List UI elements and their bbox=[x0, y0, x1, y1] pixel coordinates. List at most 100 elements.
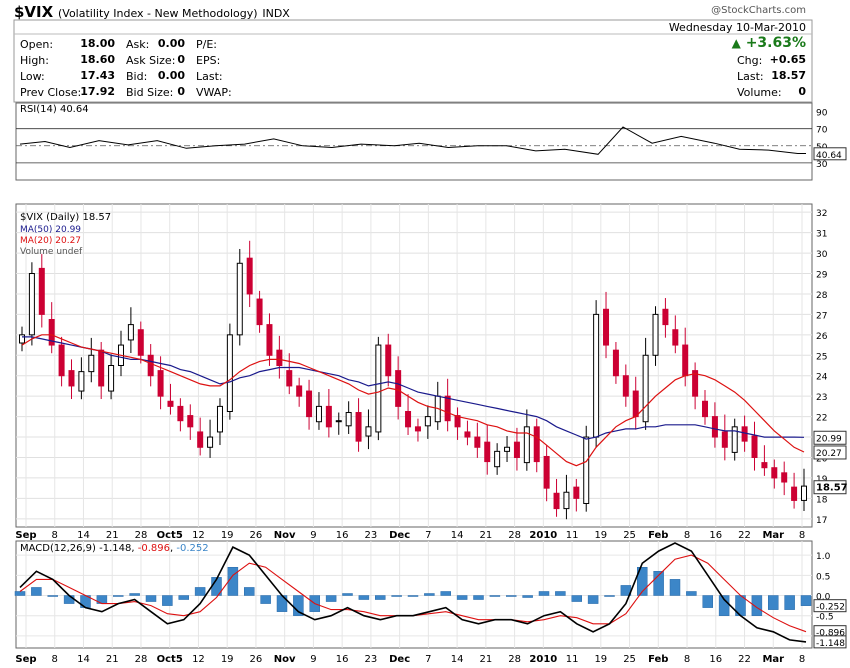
ask-value: 0.00 bbox=[157, 37, 185, 50]
macd-histogram-bar bbox=[686, 591, 697, 596]
candle-body bbox=[216, 405, 223, 433]
price-x-label: Oct5 bbox=[157, 530, 183, 541]
macd-histogram-bar bbox=[718, 595, 730, 616]
quote-box bbox=[13, 19, 813, 103]
candle-body bbox=[533, 426, 540, 463]
price-tick-label: 23 bbox=[816, 393, 827, 403]
price-tick-label: 24 bbox=[816, 373, 828, 383]
candle-body bbox=[702, 400, 709, 418]
macd-histogram-bar bbox=[637, 566, 648, 596]
macd-tick-label: 0.0 bbox=[816, 593, 831, 603]
chart-title: $VIX (Volatility Index - New Methodology… bbox=[14, 3, 290, 21]
price-tick-label: 17 bbox=[816, 516, 827, 526]
macd-x-label: 16 bbox=[709, 654, 722, 665]
macd-x-label: 14 bbox=[77, 654, 90, 665]
macd-x-label: 14 bbox=[451, 654, 464, 665]
candle-body bbox=[157, 370, 164, 397]
price-x-label: 7 bbox=[425, 530, 431, 541]
candle-body bbox=[731, 426, 738, 453]
candle-body bbox=[226, 334, 233, 412]
bid-size-label: Bid Size: bbox=[126, 86, 174, 99]
candle-body bbox=[167, 400, 174, 407]
candle-body bbox=[88, 354, 95, 373]
price-tick-label: 31 bbox=[816, 230, 827, 240]
macd-histogram-bar bbox=[538, 591, 550, 596]
rsi-value-label: 40.64 bbox=[816, 151, 842, 161]
candle-body bbox=[563, 491, 570, 510]
macd-x-label: 19 bbox=[594, 654, 607, 665]
macd-histogram-bar bbox=[440, 591, 451, 596]
brand-logo[interactable]: @StockCharts.com bbox=[711, 5, 806, 16]
macd-value-box bbox=[813, 599, 847, 613]
vwap-label: VWAP: bbox=[196, 86, 232, 99]
macd-histogram-bar bbox=[14, 591, 26, 596]
candle-body bbox=[464, 431, 471, 438]
price-x-label: Nov bbox=[274, 530, 296, 541]
macd-histogram-bar bbox=[653, 571, 664, 596]
price-tick-label: 30 bbox=[816, 250, 828, 260]
macd-x-label: 21 bbox=[106, 654, 119, 665]
macd-histogram-bar bbox=[113, 595, 124, 597]
price-panel-frame bbox=[15, 203, 813, 528]
macd-histogram-bar bbox=[325, 595, 337, 602]
macd-histogram-bar bbox=[129, 593, 140, 596]
candle-body bbox=[523, 426, 530, 464]
price-tick-label: 26 bbox=[816, 332, 828, 342]
ask-size-value: 0 bbox=[177, 53, 185, 66]
candle-body bbox=[296, 385, 303, 397]
price-x-label: 21 bbox=[106, 530, 119, 541]
macd-histogram-bar bbox=[260, 595, 271, 604]
candle-body bbox=[28, 273, 35, 336]
macd-x-label: Feb bbox=[648, 654, 668, 665]
rsi-title: RSI(14) 40.64 bbox=[20, 104, 89, 115]
candle-body bbox=[504, 446, 511, 452]
candle-body bbox=[276, 349, 283, 367]
price-value-box bbox=[813, 430, 847, 445]
candle-body bbox=[48, 319, 55, 346]
candle-body bbox=[513, 441, 520, 458]
candle-body bbox=[711, 416, 718, 438]
ask-label: Ask: bbox=[126, 38, 150, 51]
macd-histogram-bar bbox=[424, 593, 435, 596]
exchange: INDX bbox=[262, 7, 290, 20]
price-value-label: 20.99 bbox=[816, 434, 842, 444]
macd-histogram-bar bbox=[293, 595, 304, 616]
price-tick-label: 18 bbox=[816, 495, 828, 505]
legend-volume: Volume undef bbox=[20, 247, 83, 257]
macd-tick-label: -0.5 bbox=[816, 613, 834, 623]
candle-body bbox=[385, 344, 392, 377]
macd-histogram-bar bbox=[391, 595, 402, 597]
macd-histogram-bar bbox=[162, 595, 173, 606]
price-x-label: 8 bbox=[684, 530, 690, 541]
macd-value-box bbox=[813, 635, 847, 649]
candle-body bbox=[791, 486, 798, 501]
candle-body bbox=[622, 375, 629, 397]
macd-x-label: 23 bbox=[365, 654, 378, 665]
low-label: Low: bbox=[20, 70, 45, 83]
candle-body bbox=[207, 436, 214, 448]
price-x-label: Dec bbox=[389, 530, 410, 541]
price-x-label: Feb bbox=[648, 530, 668, 541]
macd-x-label: 8 bbox=[684, 654, 690, 665]
macd-histogram-bar bbox=[145, 595, 157, 602]
candle-body bbox=[682, 344, 689, 377]
last-label-mid: Last: bbox=[196, 70, 223, 83]
high-label: High: bbox=[20, 54, 49, 67]
macd-histogram-bar bbox=[31, 587, 42, 596]
price-tick-label: 19 bbox=[816, 475, 828, 485]
candle-body bbox=[553, 492, 560, 510]
ask-size-label: Ask Size: bbox=[126, 54, 176, 67]
macd-x-label: Dec bbox=[389, 654, 410, 665]
volume-value: 0 bbox=[798, 85, 806, 98]
macd-x-label: Mar bbox=[762, 654, 784, 665]
price-x-label: 9 bbox=[310, 530, 316, 541]
price-x-label: 28 bbox=[135, 530, 148, 541]
macd-x-label: 26 bbox=[250, 654, 263, 665]
price-x-label: 16 bbox=[336, 530, 349, 541]
rsi-value-box bbox=[813, 147, 847, 161]
macd-histogram-bar bbox=[506, 595, 517, 597]
price-tick-label: 20 bbox=[816, 454, 828, 464]
candle-body bbox=[573, 486, 580, 499]
candle-body bbox=[345, 412, 352, 427]
